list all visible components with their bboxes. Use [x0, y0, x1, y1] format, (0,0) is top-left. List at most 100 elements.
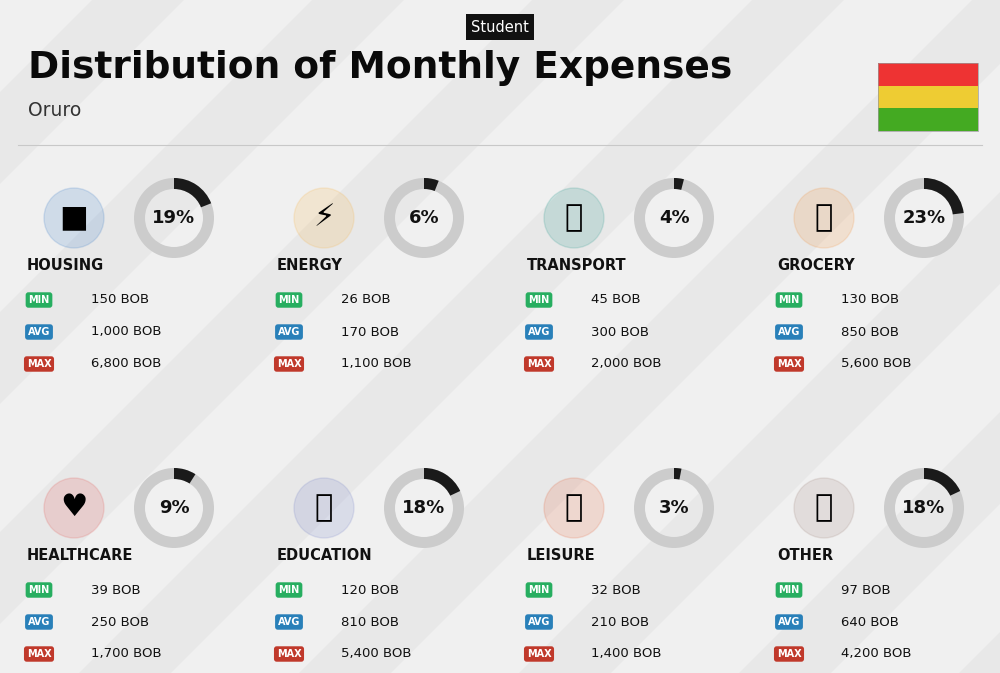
Text: 120 BOB: 120 BOB [341, 583, 399, 596]
Circle shape [294, 188, 354, 248]
Text: 5,400 BOB: 5,400 BOB [341, 647, 412, 660]
Text: 18%: 18% [902, 499, 946, 517]
Circle shape [544, 478, 604, 538]
Text: 💰: 💰 [815, 493, 833, 522]
Text: Student: Student [471, 20, 529, 34]
Text: ♥: ♥ [60, 493, 88, 522]
Circle shape [44, 478, 104, 538]
Text: 26 BOB: 26 BOB [341, 293, 391, 306]
Circle shape [294, 478, 354, 538]
Text: MAX: MAX [777, 359, 801, 369]
Text: 170 BOB: 170 BOB [341, 326, 399, 339]
Text: MIN: MIN [778, 585, 800, 595]
Wedge shape [674, 178, 684, 190]
Text: MIN: MIN [278, 585, 300, 595]
Text: 4%: 4% [659, 209, 689, 227]
Text: HEALTHCARE: HEALTHCARE [27, 548, 133, 563]
Text: MAX: MAX [27, 649, 51, 659]
Bar [878, 108, 978, 131]
Text: AVG: AVG [778, 327, 800, 337]
Text: MAX: MAX [527, 649, 551, 659]
Text: MAX: MAX [527, 359, 551, 369]
Wedge shape [424, 468, 460, 495]
Text: ENERGY: ENERGY [277, 258, 343, 273]
Text: 18%: 18% [402, 499, 446, 517]
Text: 23%: 23% [902, 209, 946, 227]
Text: MIN: MIN [528, 585, 550, 595]
Text: 810 BOB: 810 BOB [341, 616, 399, 629]
Wedge shape [884, 178, 964, 258]
Text: AVG: AVG [28, 327, 50, 337]
Wedge shape [384, 178, 464, 258]
Text: 210 BOB: 210 BOB [591, 616, 649, 629]
Text: AVG: AVG [278, 327, 300, 337]
Text: AVG: AVG [28, 617, 50, 627]
Text: 640 BOB: 640 BOB [841, 616, 899, 629]
Text: 850 BOB: 850 BOB [841, 326, 899, 339]
Text: 🛒: 🛒 [815, 203, 833, 232]
Text: 45 BOB: 45 BOB [591, 293, 641, 306]
Text: MIN: MIN [778, 295, 800, 305]
Text: MIN: MIN [278, 295, 300, 305]
Text: ⚡: ⚡ [313, 203, 335, 232]
Wedge shape [924, 178, 964, 215]
Wedge shape [634, 178, 714, 258]
Wedge shape [174, 468, 195, 483]
Wedge shape [384, 468, 464, 548]
Text: 97 BOB: 97 BOB [841, 583, 891, 596]
Text: 6%: 6% [409, 209, 439, 227]
Bar [878, 63, 978, 85]
Text: 130 BOB: 130 BOB [841, 293, 899, 306]
Text: ■: ■ [60, 203, 88, 232]
Text: 2,000 BOB: 2,000 BOB [591, 357, 662, 371]
Text: 6,800 BOB: 6,800 BOB [91, 357, 161, 371]
Text: HOUSING: HOUSING [27, 258, 104, 273]
Text: GROCERY: GROCERY [777, 258, 855, 273]
Wedge shape [674, 468, 681, 480]
Wedge shape [924, 468, 960, 495]
Text: AVG: AVG [778, 617, 800, 627]
Text: 150 BOB: 150 BOB [91, 293, 149, 306]
Text: 4,200 BOB: 4,200 BOB [841, 647, 912, 660]
Text: 1,100 BOB: 1,100 BOB [341, 357, 412, 371]
Wedge shape [134, 468, 214, 548]
Text: MAX: MAX [27, 359, 51, 369]
Wedge shape [174, 178, 211, 207]
Wedge shape [884, 468, 964, 548]
Text: MAX: MAX [277, 649, 301, 659]
Text: AVG: AVG [528, 617, 550, 627]
Text: MIN: MIN [28, 295, 50, 305]
Text: 1,400 BOB: 1,400 BOB [591, 647, 662, 660]
Circle shape [44, 188, 104, 248]
Text: AVG: AVG [528, 327, 550, 337]
Text: 1,700 BOB: 1,700 BOB [91, 647, 162, 660]
Text: 🚌: 🚌 [565, 203, 583, 232]
Text: 🛍: 🛍 [565, 493, 583, 522]
Text: MAX: MAX [777, 649, 801, 659]
Text: 19%: 19% [152, 209, 196, 227]
Text: 32 BOB: 32 BOB [591, 583, 641, 596]
Text: Oruro: Oruro [28, 102, 81, 120]
Bar [878, 85, 978, 108]
Text: 1,000 BOB: 1,000 BOB [91, 326, 162, 339]
Text: 39 BOB: 39 BOB [91, 583, 141, 596]
Wedge shape [134, 178, 214, 258]
Text: EDUCATION: EDUCATION [277, 548, 373, 563]
Text: 300 BOB: 300 BOB [591, 326, 649, 339]
Text: 250 BOB: 250 BOB [91, 616, 149, 629]
Text: LEISURE: LEISURE [527, 548, 596, 563]
Wedge shape [634, 468, 714, 548]
Text: MIN: MIN [28, 585, 50, 595]
Bar [878, 63, 978, 131]
Text: AVG: AVG [278, 617, 300, 627]
Text: 9%: 9% [159, 499, 189, 517]
Circle shape [794, 188, 854, 248]
Text: TRANSPORT: TRANSPORT [527, 258, 627, 273]
Text: MIN: MIN [528, 295, 550, 305]
Wedge shape [424, 178, 439, 191]
Text: 🎓: 🎓 [315, 493, 333, 522]
Text: 5,600 BOB: 5,600 BOB [841, 357, 912, 371]
Text: MAX: MAX [277, 359, 301, 369]
Circle shape [544, 188, 604, 248]
Text: OTHER: OTHER [777, 548, 833, 563]
